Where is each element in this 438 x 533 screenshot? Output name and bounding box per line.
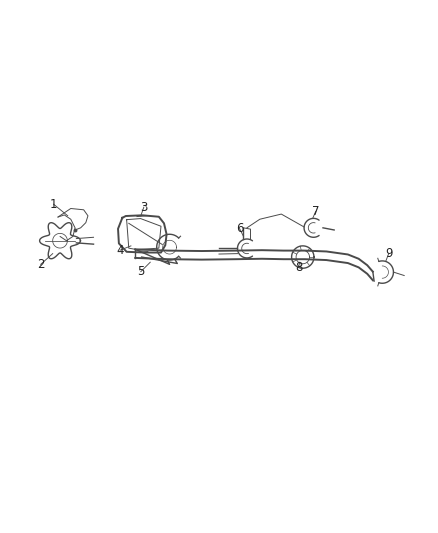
Text: 1: 1 [50, 198, 57, 211]
Text: 8: 8 [295, 261, 302, 274]
Text: 7: 7 [312, 205, 319, 218]
Text: 2: 2 [37, 258, 44, 271]
Text: 9: 9 [385, 247, 392, 260]
Text: 5: 5 [137, 265, 145, 278]
Text: 3: 3 [140, 201, 148, 214]
Text: 4: 4 [117, 244, 124, 257]
Text: 6: 6 [236, 222, 244, 235]
